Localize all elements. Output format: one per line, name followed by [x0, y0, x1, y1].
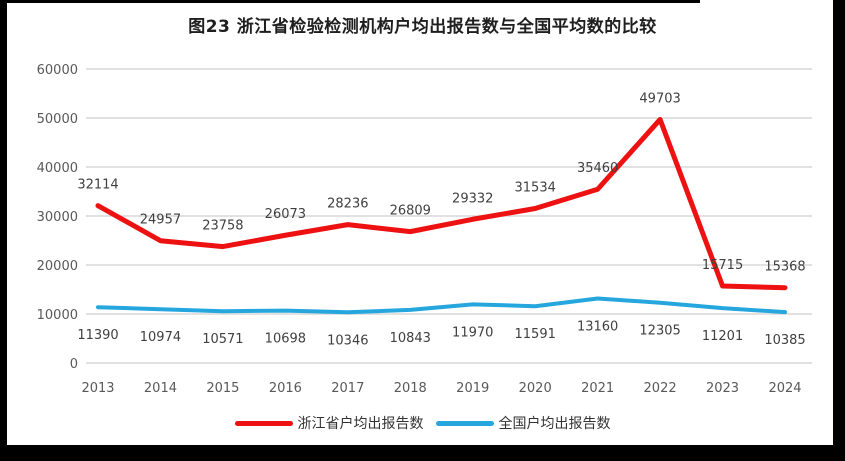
y-axis-tick-label: 20000: [37, 259, 78, 274]
data-label: 11970: [452, 325, 493, 340]
data-label: 12305: [639, 324, 680, 339]
data-label: 10385: [764, 333, 805, 348]
legend-label-national: 全国户均出报告数: [498, 416, 611, 432]
data-label: 24957: [140, 213, 181, 228]
x-axis-tick-label: 2019: [456, 381, 489, 396]
x-axis-tick-label: 2017: [331, 381, 364, 396]
data-label: 10843: [390, 331, 431, 346]
y-axis-tick-label: 50000: [37, 112, 78, 127]
data-label: 10571: [202, 332, 243, 347]
series-line-0: [95, 116, 788, 291]
x-axis-tick-label: 2023: [706, 381, 739, 396]
data-label: 35460: [577, 161, 618, 176]
x-axis-tick-label: 2015: [206, 381, 239, 396]
x-axis-tick-label: 2020: [519, 381, 552, 396]
legend-item-national: 全国户均出报告数: [435, 413, 611, 433]
x-axis-tick-label: 2013: [81, 381, 114, 396]
data-label: 11591: [515, 327, 556, 342]
data-label: 49703: [639, 91, 680, 106]
x-axis-tick-label: 2018: [394, 381, 427, 396]
data-label: 11390: [77, 328, 118, 343]
frame-border-bottom: [0, 445, 845, 461]
y-axis-tick-label: 0: [70, 357, 78, 372]
data-label: 10698: [265, 332, 306, 347]
data-label: 15715: [702, 258, 743, 273]
frame-border-right: [833, 0, 845, 461]
y-axis-tick-label: 60000: [37, 63, 78, 78]
y-axis-tick-label: 10000: [37, 308, 78, 323]
data-label: 15368: [764, 260, 805, 275]
legend-item-zhejiang: 浙江省户均出报告数: [234, 413, 424, 433]
data-label: 29332: [452, 191, 493, 206]
x-axis-tick-label: 2024: [768, 381, 801, 396]
x-axis-tick-label: 2021: [581, 381, 614, 396]
data-label: 10346: [327, 333, 368, 348]
national-line-swatch-icon: [435, 420, 494, 426]
x-axis-tick-label: 2014: [144, 381, 177, 396]
legend: 浙江省户均出报告数 全国户均出报告数: [0, 411, 845, 435]
frame-border-top: [0, 0, 700, 3]
legend-label-zhejiang: 浙江省户均出报告数: [297, 416, 424, 432]
data-label: 23758: [202, 219, 243, 234]
data-label: 10974: [140, 330, 181, 345]
series-line-1: [96, 296, 787, 315]
data-label: 13160: [577, 320, 618, 335]
chart-title: 图23 浙江省检验检测机构户均出报告数与全国平均数的比较: [188, 17, 657, 37]
x-axis-tick-label: 2022: [644, 381, 677, 396]
data-label: 32114: [77, 178, 118, 193]
zhejiang-line-swatch-icon: [234, 420, 293, 426]
x-axis-tick-label: 2016: [269, 381, 302, 396]
y-axis-tick-label: 40000: [37, 161, 78, 176]
y-axis-tick-label: 30000: [37, 210, 78, 225]
data-label: 26809: [390, 204, 431, 219]
frame-border-left: [0, 0, 7, 461]
data-label: 26073: [265, 207, 306, 222]
data-label: 31534: [515, 180, 556, 195]
data-label: 28236: [327, 197, 368, 212]
data-label: 11201: [702, 329, 743, 344]
